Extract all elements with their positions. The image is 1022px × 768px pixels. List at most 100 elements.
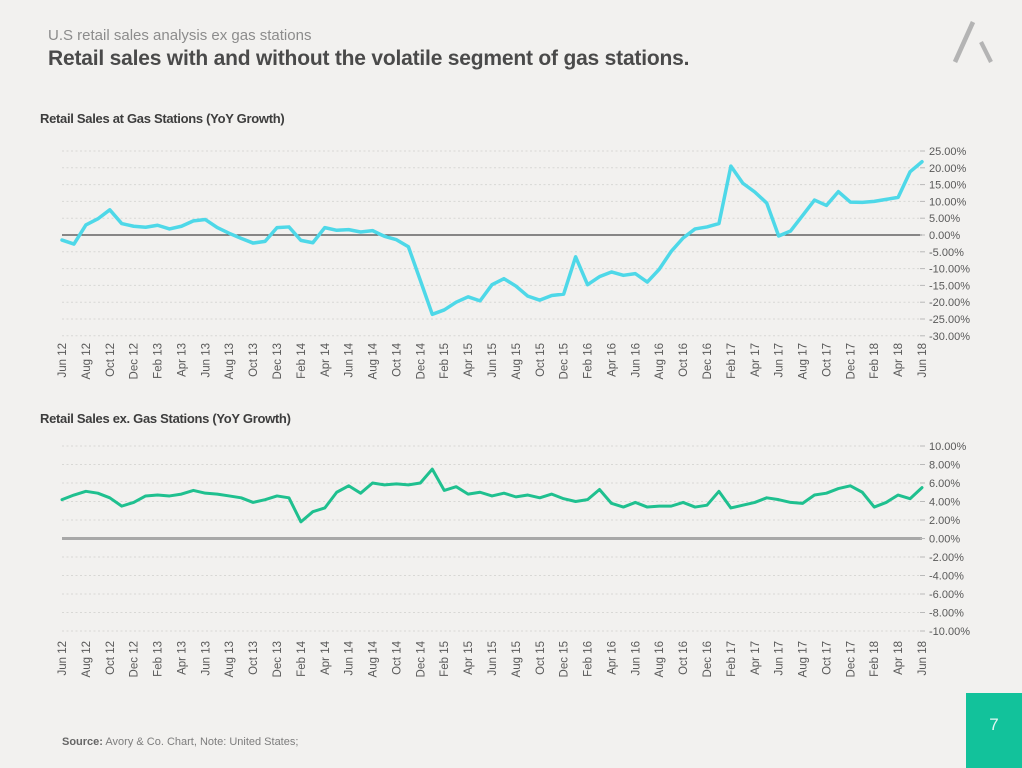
series-line-0: [60, 160, 924, 317]
x-axis-label: Feb 16: [583, 343, 595, 379]
y-axis-label: 0.00%: [929, 230, 960, 242]
x-axis-label: Aug 16: [654, 641, 666, 677]
y-axis-label: 4.00%: [929, 497, 960, 509]
x-axis-label: Feb 15: [439, 641, 451, 677]
page-number-badge: 7: [966, 693, 1022, 768]
x-axis-label: Dec 12: [129, 343, 141, 379]
y-axis-label: 8.00%: [929, 460, 960, 472]
x-axis-label: Feb 17: [726, 343, 738, 379]
y-axis-label: 5.00%: [929, 213, 960, 225]
x-axis-label: Oct 17: [821, 343, 833, 377]
x-axis-label: Aug 16: [654, 343, 666, 379]
x-axis-label: Aug 13: [224, 343, 236, 379]
y-axis-label: -15.00%: [929, 280, 970, 292]
y-axis-label: -4.00%: [929, 571, 964, 583]
x-axis-label: Jun 12: [57, 641, 69, 676]
x-axis-label: Dec 17: [845, 343, 857, 379]
y-axis-label: -8.00%: [929, 608, 964, 620]
chart-title-ex-gas-stations: Retail Sales ex. Gas Stations (YoY Growt…: [40, 411, 291, 426]
source-label: Source:: [62, 736, 103, 748]
x-axis-label: Apr 14: [320, 640, 332, 674]
x-axis-label: Aug 17: [798, 641, 810, 677]
x-axis-label: Apr 17: [750, 641, 762, 675]
y-axis-label: -25.00%: [929, 314, 970, 326]
x-axis-label: Dec 15: [559, 343, 571, 379]
y-axis-label: -30.00%: [929, 331, 970, 343]
source-note: Source: Avory & Co. Chart, Note: United …: [62, 736, 298, 748]
x-axis-label: Feb 16: [583, 641, 595, 677]
y-axis-label: 6.00%: [929, 478, 960, 490]
x-axis-label: Jun 12: [57, 343, 69, 378]
page-title: Retail sales with and without the volati…: [48, 47, 690, 70]
x-axis-label: Aug 15: [511, 343, 523, 379]
x-axis-label: Jun 16: [630, 343, 642, 378]
x-axis-label: Jun 18: [917, 343, 929, 378]
chart-title-gas-stations: Retail Sales at Gas Stations (YoY Growth…: [40, 111, 285, 126]
y-axis-label: -20.00%: [929, 297, 970, 309]
x-axis-label: Dec 12: [129, 641, 141, 677]
x-axis-label: Dec 14: [415, 640, 427, 677]
y-axis-label: 10.00%: [929, 196, 967, 208]
x-axis-label: Jun 14: [344, 640, 356, 675]
x-axis-label: Apr 13: [176, 641, 188, 675]
y-axis-label: 20.00%: [929, 163, 967, 175]
x-axis-label: Jun 18: [917, 641, 929, 676]
x-axis-label: Feb 14: [296, 342, 308, 378]
x-axis-label: Dec 13: [272, 641, 284, 677]
x-axis-label: Feb 13: [153, 641, 165, 677]
x-axis-label: Apr 14: [320, 342, 332, 376]
x-axis-label: Apr 16: [606, 343, 618, 377]
x-axis-label: Oct 15: [535, 343, 547, 377]
y-axis-label: -2.00%: [929, 552, 964, 564]
x-axis-label: Aug 14: [368, 640, 380, 677]
x-axis-label: Oct 13: [248, 641, 260, 675]
x-axis-label: Aug 17: [798, 343, 810, 379]
x-axis-label: Dec 17: [845, 641, 857, 677]
avory-logo-icon: [952, 21, 993, 63]
x-axis-label: Apr 15: [463, 343, 475, 377]
x-axis-label: Jun 16: [630, 641, 642, 676]
y-axis-label: -10.00%: [929, 264, 970, 276]
y-axis-label: 25.00%: [929, 146, 967, 158]
source-text: Avory & Co. Chart, Note: United States;: [102, 736, 299, 748]
y-axis-label: -5.00%: [929, 247, 964, 259]
x-axis-label: Oct 17: [821, 641, 833, 675]
y-axis-label: 10.00%: [929, 441, 967, 453]
x-axis-label: Jun 17: [774, 343, 786, 378]
x-axis-label: Jun 15: [487, 343, 499, 378]
x-axis-label: Dec 15: [559, 641, 571, 677]
x-axis-label: Aug 12: [81, 641, 93, 677]
x-axis-label: Oct 14: [391, 342, 403, 376]
series-line-1: [60, 467, 924, 524]
x-axis-label: Dec 13: [272, 343, 284, 379]
x-axis-label: Jun 13: [200, 641, 212, 676]
x-axis-label: Aug 14: [368, 342, 380, 379]
x-axis-label: Feb 15: [439, 343, 451, 379]
x-axis-label: Aug 13: [224, 641, 236, 677]
x-axis-label: Jun 17: [774, 641, 786, 676]
x-axis-label: Oct 15: [535, 641, 547, 675]
x-axis-label: Oct 14: [391, 640, 403, 674]
x-axis-label: Feb 18: [869, 641, 881, 677]
x-axis-label: Feb 17: [726, 641, 738, 677]
page-number: 7: [989, 714, 999, 734]
y-axis-label: -6.00%: [929, 589, 964, 601]
y-axis-label: -10.00%: [929, 626, 970, 638]
x-axis-label: Apr 17: [750, 343, 762, 377]
x-axis-label: Dec 16: [702, 641, 714, 677]
x-axis-label: Oct 12: [105, 641, 117, 675]
x-axis-label: Apr 15: [463, 641, 475, 675]
x-axis-label: Aug 15: [511, 641, 523, 677]
x-axis-label: Dec 14: [415, 342, 427, 379]
x-axis-label: Apr 16: [606, 641, 618, 675]
x-axis-label: Feb 18: [869, 343, 881, 379]
y-axis-label: 2.00%: [929, 515, 960, 527]
x-axis-label: Apr 18: [893, 343, 905, 377]
y-axis-label: 15.00%: [929, 180, 967, 192]
x-axis-label: Dec 16: [702, 343, 714, 379]
x-axis-label: Aug 12: [81, 343, 93, 379]
x-axis-label: Jun 15: [487, 641, 499, 676]
x-axis-label: Oct 13: [248, 343, 260, 377]
